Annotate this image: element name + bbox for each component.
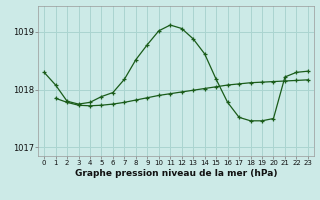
X-axis label: Graphe pression niveau de la mer (hPa): Graphe pression niveau de la mer (hPa) — [75, 169, 277, 178]
